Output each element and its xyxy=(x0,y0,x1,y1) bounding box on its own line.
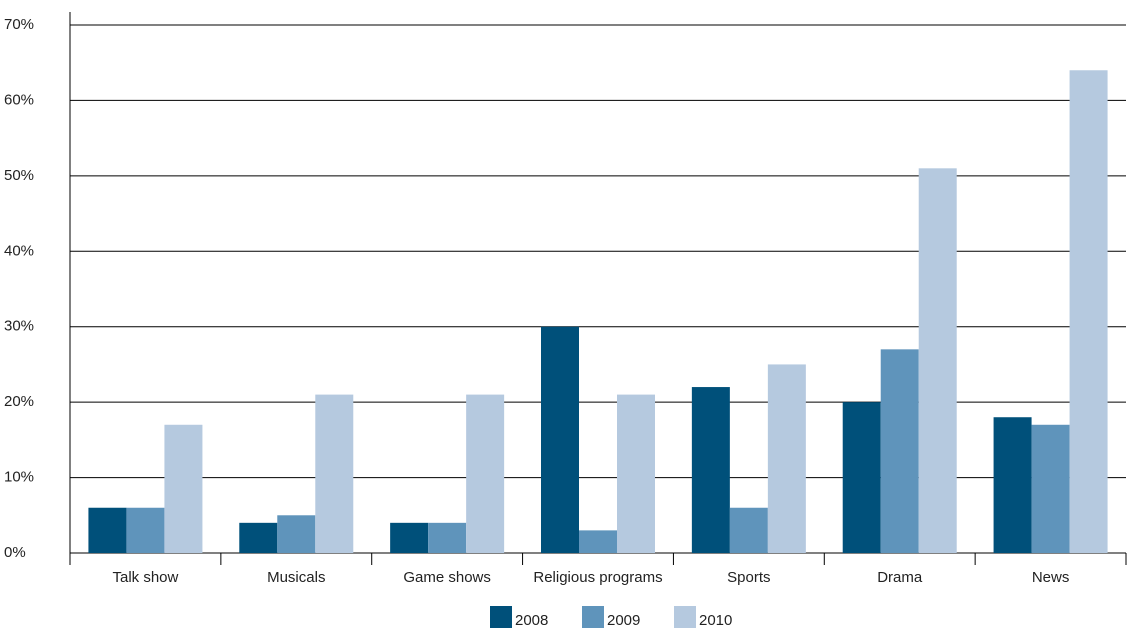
bar xyxy=(918,168,957,554)
x-tick-label: Musicals xyxy=(267,569,325,586)
bar xyxy=(315,394,354,553)
y-tick-label: 50% xyxy=(4,167,34,184)
bar xyxy=(239,522,278,553)
legend-label: 2009 xyxy=(607,612,640,629)
legend-swatch xyxy=(582,606,604,628)
bar xyxy=(126,507,165,553)
x-tick-label: Game shows xyxy=(403,569,491,586)
y-tick-label: 20% xyxy=(4,393,34,410)
y-tick-label: 60% xyxy=(4,91,34,108)
bar xyxy=(1031,424,1070,553)
x-tick-label: Drama xyxy=(877,569,923,586)
bar xyxy=(617,394,655,553)
bar xyxy=(880,349,919,553)
bar xyxy=(729,507,768,553)
bar xyxy=(767,364,806,553)
legend-swatch xyxy=(490,606,512,628)
bar xyxy=(164,424,203,553)
bar xyxy=(428,522,467,553)
x-tick-label: Sports xyxy=(727,569,770,586)
x-tick-label: Talk show xyxy=(112,569,178,586)
y-tick-label: 40% xyxy=(4,242,34,259)
bar xyxy=(842,402,881,553)
y-tick-label: 30% xyxy=(4,318,34,335)
bar xyxy=(541,326,579,553)
legend-label: 2008 xyxy=(515,612,548,629)
bar xyxy=(466,394,505,553)
bar xyxy=(277,515,316,553)
x-tick-label: News xyxy=(1032,569,1070,586)
bar xyxy=(390,522,429,553)
legend-label: 2010 xyxy=(699,612,732,629)
legend-swatch xyxy=(674,606,696,628)
x-tick-label: Religious programs xyxy=(533,569,662,586)
bar xyxy=(579,530,617,553)
bar xyxy=(691,387,730,553)
y-tick-label: 70% xyxy=(4,16,34,33)
bar xyxy=(993,417,1032,553)
y-tick-label: 10% xyxy=(4,469,34,486)
y-tick-label: 0% xyxy=(4,544,26,561)
bar xyxy=(88,507,127,553)
bar xyxy=(1069,70,1108,553)
